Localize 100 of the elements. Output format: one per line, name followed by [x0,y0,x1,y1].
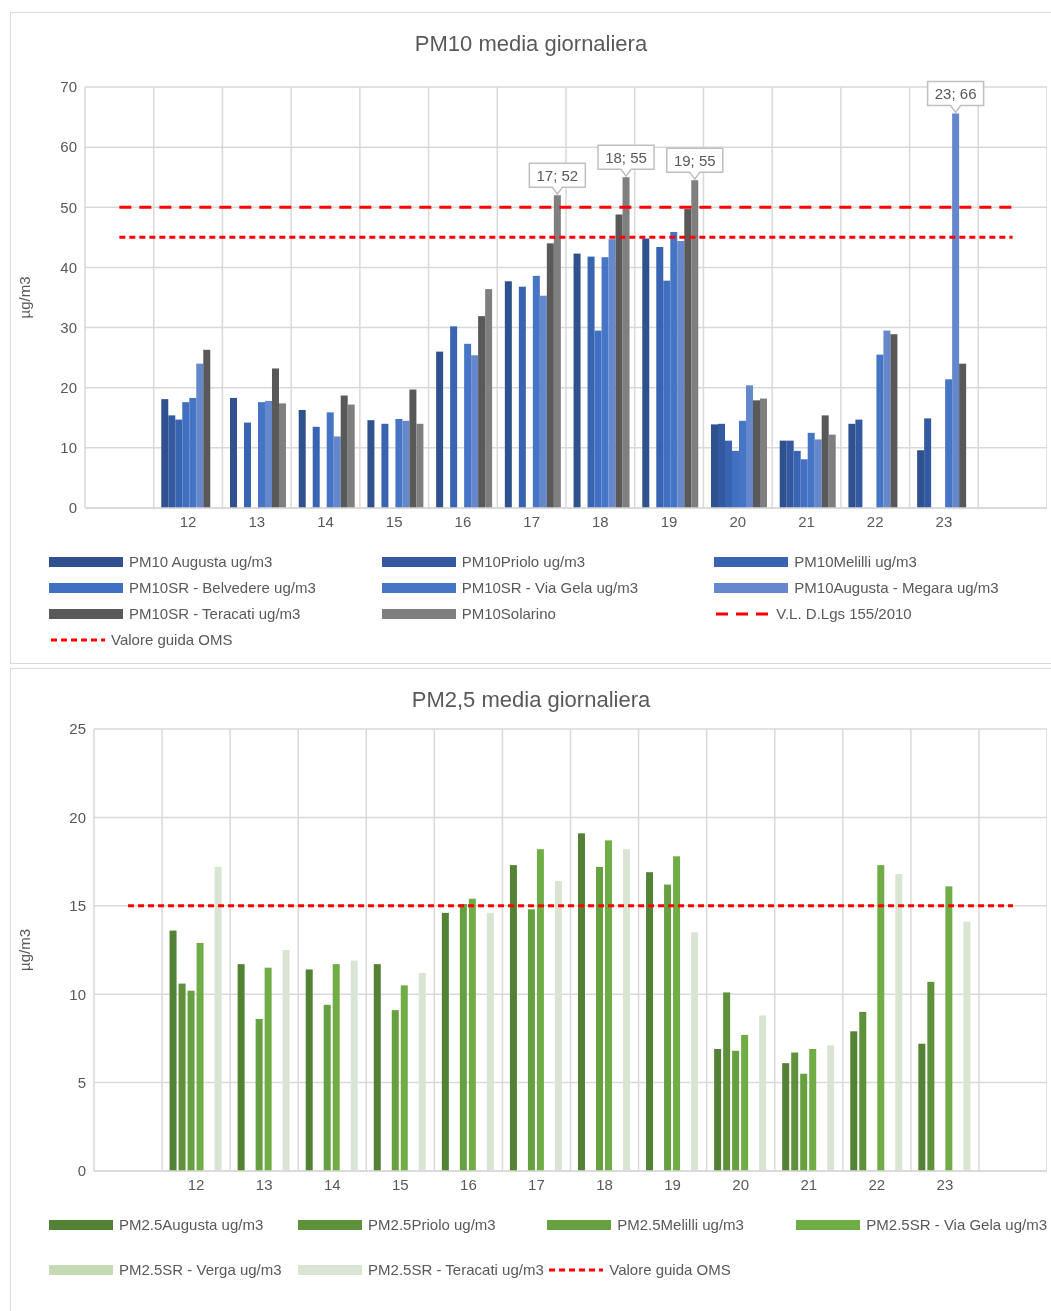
bar [622,177,630,508]
y-tick-label: 50 [60,198,77,216]
bar [918,1043,926,1171]
x-tick-label: 20 [732,1175,750,1193]
legend-label: PM2.5Augusta ug/m3 [119,1216,264,1233]
bar [196,942,204,1171]
legend-label: PM2.5SR - Teracati ug/m3 [368,1261,544,1278]
bar [169,930,177,1171]
bar [326,412,334,508]
y-tick-label: 20 [60,379,77,397]
bar [485,289,493,508]
bar [229,397,237,508]
y-axis-title: µg/m3 [16,929,34,971]
x-tick-label: 12 [187,1175,205,1193]
bar [450,326,458,508]
bar [278,403,286,508]
legend-label: PM10Priolo ug/m3 [461,553,586,570]
x-tick-label: 19 [660,512,678,530]
bar [332,964,340,1171]
x-tick-label: 13 [255,1175,273,1193]
bar [859,1011,867,1171]
bar [333,436,341,508]
x-tick-label: 20 [729,512,747,530]
bar [595,866,603,1171]
bar [257,402,265,508]
x-tick-label: 19 [664,1175,681,1193]
bar [255,1018,263,1171]
bar [546,243,554,508]
legend-label: PM2.5Melilli ug/m3 [617,1216,744,1233]
bar [800,1073,808,1171]
bar [347,404,355,508]
legend-label: PM2.5SR - Verga ug/m3 [119,1261,282,1278]
bar [305,969,313,1171]
y-tick-label: 70 [60,78,77,96]
bar [459,904,467,1171]
y-tick-label: 25 [69,720,86,738]
bar [161,399,169,508]
bar [883,330,891,508]
legend-label: Valore guida OMS [111,631,233,648]
y-tick-label: 30 [60,318,77,336]
bar [187,990,195,1171]
x-tick-label: 15 [385,512,403,530]
y-tick-label: 15 [69,897,86,915]
x-tick-label: 14 [317,512,334,530]
legend-label: PM10Augusta - Megara ug/m3 [794,579,999,596]
bar [791,1052,799,1171]
legend-label: PM10SR - Via Gela ug/m3 [461,579,639,596]
bar [710,424,718,508]
legend-label: Valore guida OMS [609,1261,731,1278]
bar [196,363,204,508]
bar [745,385,753,508]
x-tick-label: 18 [596,1175,613,1193]
bar [782,1063,790,1171]
data-label: 23; 66 [934,85,977,103]
bar [615,214,623,508]
x-tick-label: 15 [391,1175,409,1193]
bar [604,840,612,1171]
bar [536,849,544,1171]
bar [741,1034,749,1171]
legend-label: PM2.5Priolo ug/m3 [368,1216,496,1233]
bar [402,420,410,508]
legend-label: PM10SR - Teracati ug/m3 [129,605,301,622]
chart-title: PM2,5 media giornaliera [410,687,652,714]
bar [850,1031,858,1171]
bar [391,1010,399,1171]
bar [917,450,925,508]
bar [527,909,535,1171]
bar [664,884,672,1171]
bar [786,440,794,508]
x-tick-label: 16 [460,1175,477,1193]
x-tick-label: 17 [523,512,540,530]
legend-label: PM10Solarino [461,605,556,622]
bar [828,434,836,508]
bar [509,865,517,1171]
bar [677,240,685,508]
y-tick-label: 40 [60,258,77,276]
y-tick-label: 10 [69,985,86,1003]
bar [656,246,664,508]
bar [553,195,561,508]
bar [478,316,486,508]
x-tick-label: 14 [323,1175,341,1193]
bar [178,983,186,1171]
bar [848,423,856,508]
x-tick-label: 23 [935,512,953,530]
y-axis-title: µg/m3 [16,276,34,319]
bar [714,1049,722,1171]
x-tick-label: 13 [248,512,266,530]
data-label: 18; 55 [605,149,647,167]
bar [340,395,348,508]
bar [724,440,732,508]
bar [203,349,211,508]
bar [175,419,183,508]
bar [945,886,953,1171]
bar [381,423,389,508]
data-label: 17; 52 [536,167,579,185]
bar [587,256,595,508]
bar [927,981,935,1171]
bar [646,872,654,1171]
x-tick-label: 21 [798,512,815,530]
bar [890,334,898,508]
